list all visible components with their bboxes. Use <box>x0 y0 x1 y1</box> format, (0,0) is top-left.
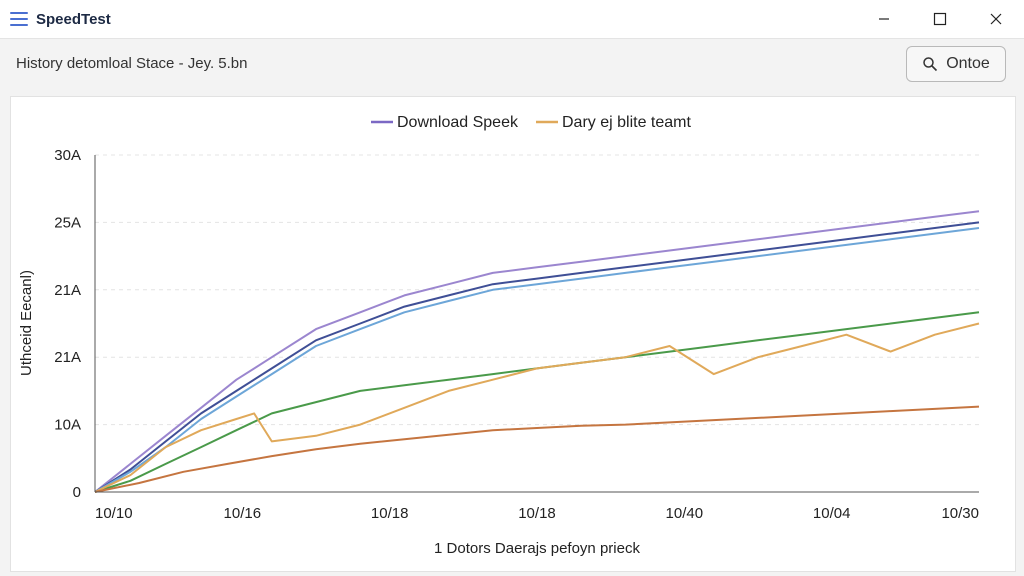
x-tick-label: 10/40 <box>666 505 704 522</box>
x-tick-label: 10/18 <box>518 505 556 522</box>
chart-grid <box>95 154 979 493</box>
title-bar: SpeedTest <box>0 0 1024 38</box>
minimize-button[interactable] <box>856 0 912 38</box>
maximize-button[interactable] <box>912 0 968 38</box>
series-line-4 <box>94 311 980 493</box>
series-line-3 <box>94 227 980 493</box>
series-line-1 <box>94 210 980 493</box>
x-tick-label: 10/16 <box>224 505 262 522</box>
close-button[interactable] <box>968 0 1024 38</box>
menu-icon[interactable] <box>10 12 28 26</box>
y-tick-label: 10A <box>54 417 81 434</box>
legend-label: Dary ej blite teamt <box>562 114 691 131</box>
chart-series <box>94 210 980 493</box>
search-label: Ontoe <box>946 55 990 72</box>
close-icon <box>990 13 1002 25</box>
series-line-2 <box>94 221 980 493</box>
history-label: History detomloal Stace - Jey. 5.bn <box>16 55 248 72</box>
window-controls <box>856 0 1024 38</box>
x-tick-label: 10/30 <box>941 505 979 522</box>
y-tick-label: 30A <box>54 147 81 164</box>
search-button[interactable]: Ontoe <box>906 46 1006 82</box>
app-title: SpeedTest <box>36 10 111 28</box>
series-line-5 <box>94 322 980 493</box>
minimize-icon <box>879 18 889 20</box>
legend-label: Download Speek <box>397 114 519 131</box>
chart-panel: 0 10A 21A 21A 25A 30A 10/10 10/16 10/18 10/18 10/… <box>10 96 1016 572</box>
search-icon <box>923 57 938 72</box>
x-tick-labels: 10/10 10/16 10/18 10/18 10/40 10/04 10/30 <box>95 505 979 522</box>
x-tick-label: 10/10 <box>95 505 133 522</box>
y-tick-labels: 0 10A 21A 21A 25A 30A <box>54 147 81 501</box>
x-tick-label: 10/18 <box>371 505 409 522</box>
y-tick-label: 0 <box>73 484 81 501</box>
toolbar: History detomloal Stace - Jey. 5.bn <box>0 38 1024 91</box>
series-line-6 <box>94 405 980 493</box>
x-tick-label: 10/04 <box>813 505 851 522</box>
chart-legend: Download Speek Dary ej blite teamt <box>371 114 691 131</box>
y-tick-label: 21A <box>54 349 81 366</box>
y-tick-label: 25A <box>54 214 81 231</box>
y-tick-label: 21A <box>54 282 81 299</box>
y-axis-label: Uthceid Eecanl) <box>18 270 35 376</box>
maximize-icon <box>933 12 947 26</box>
x-axis-label: 1 Dotors Daerajs pefoyn prieck <box>434 540 640 557</box>
